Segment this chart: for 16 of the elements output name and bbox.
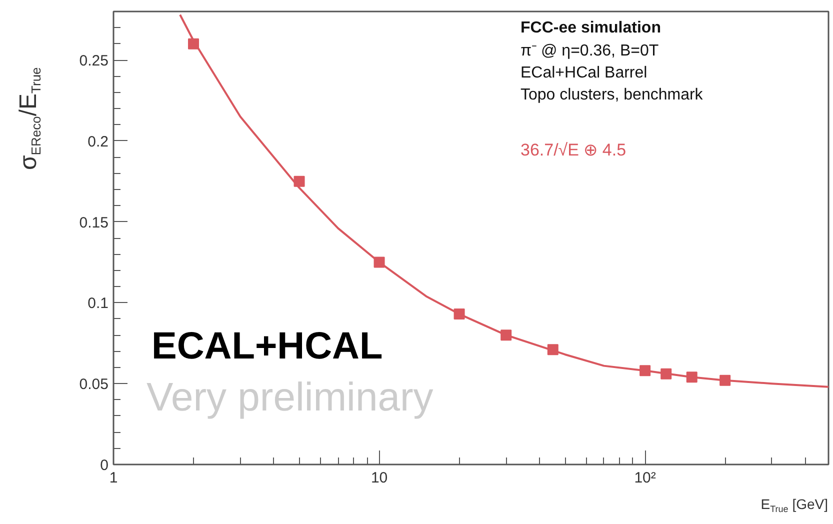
x-axis-title: E$_{True}$ [GeV]	[760, 495, 828, 516]
annotation: ECal+HCal Barrel	[520, 64, 648, 82]
annotation: ECAL+HCAL	[152, 326, 383, 368]
annotation: π⁻ @ η=0.36, B=0T	[520, 42, 659, 60]
x-tick-label: 10	[370, 470, 388, 486]
annotation: Topo clusters, benchmark	[520, 86, 704, 104]
y-tick-label: 0.1	[88, 295, 109, 312]
text: 36.7/√E ⊕ 4.5	[520, 140, 626, 160]
y-tick-label: 0.25	[79, 52, 109, 70]
y-tick-label: 0.2	[88, 133, 109, 150]
y-tick-label: 0.05	[79, 376, 109, 394]
y-tick-label: 0.15	[79, 214, 109, 232]
annotation: FCC-ee simulation	[520, 20, 661, 36]
y-tick-label: 0	[100, 457, 108, 474]
x-tick-label: 10²	[634, 470, 656, 486]
x-tick-label: 1	[109, 470, 118, 486]
